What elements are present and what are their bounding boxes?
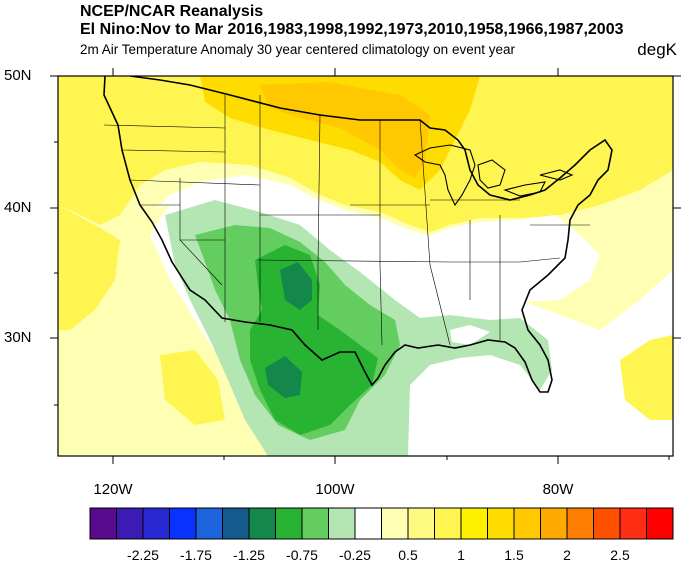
- colorbar-label: 1: [457, 547, 465, 563]
- cool-anomaly-peak-south: [265, 356, 302, 398]
- warm-anomaly-pacific: [160, 350, 225, 425]
- lon-label-80w: 80W: [542, 481, 574, 498]
- lat-label-30n: 30N: [4, 329, 32, 346]
- colorbar-swatch: [566, 507, 594, 540]
- neutral-area: [155, 175, 600, 302]
- colorbar-swatch: [381, 507, 409, 540]
- units-label: degK: [637, 40, 677, 59]
- colorbar-swatch: [328, 507, 356, 540]
- great-lakes: [413, 144, 574, 207]
- colorbar-swatch: [540, 507, 568, 540]
- colorbar-label: -0.75: [286, 547, 318, 563]
- colorbar-swatch: [89, 507, 117, 540]
- colorbar-swatch: [275, 507, 303, 540]
- colorbar-swatch: [142, 507, 170, 540]
- anomaly-field: [58, 76, 673, 456]
- colorbar-swatch: [116, 507, 144, 540]
- colorbar-swatch: [222, 507, 250, 540]
- lat-label-40n: 40N: [4, 199, 32, 216]
- colorbar-swatch: [301, 507, 329, 540]
- colorbar-label: -1.25: [233, 547, 265, 563]
- colorbar-swatch: [169, 507, 197, 540]
- colorbar-label: 1.5: [504, 547, 524, 563]
- map-frame: [57, 75, 674, 457]
- map-title: NCEP/NCAR Reanalysis: [80, 3, 264, 20]
- lon-label-120w: 120W: [93, 481, 133, 498]
- colorbar-swatch: [646, 507, 674, 540]
- colorbar-swatch: [593, 507, 621, 540]
- colorbar-swatch: [434, 507, 462, 540]
- warm-anomaly-coast: [58, 205, 120, 330]
- colorbar-swatch: [460, 507, 488, 540]
- colorbar-label: -2.25: [127, 547, 159, 563]
- state-borders: [103, 95, 590, 346]
- event-years-title: El Nino:Nov to Mar 2016,1983,1998,1992,1…: [80, 21, 624, 38]
- colorbar-swatch: [487, 507, 515, 540]
- colorbar-label: 0.5: [398, 547, 418, 563]
- lon-label-100w: 100W: [315, 481, 355, 498]
- lat-label-50n: 50N: [4, 67, 32, 84]
- warm-anomaly-atlantic: [620, 335, 673, 420]
- variable-description: 2m Air Temperature Anomaly 30 year cente…: [80, 42, 515, 57]
- colorbar: [89, 507, 674, 540]
- warm-anomaly-peak: [260, 82, 430, 178]
- colorbar-label: -0.25: [339, 547, 371, 563]
- colorbar-swatch: [513, 507, 541, 540]
- us-outline: [103, 76, 613, 393]
- axis-ticks: [50, 68, 681, 464]
- coastlines: [103, 76, 613, 393]
- colorbar-swatch: [407, 507, 435, 540]
- colorbar-label: 2.5: [610, 547, 630, 563]
- colorbar-label: -1.75: [180, 547, 212, 563]
- colorbar-label: 2: [563, 547, 571, 563]
- neutral-gulf-patch: [450, 325, 490, 345]
- colorbar-swatch: [619, 507, 647, 540]
- colorbar-swatch: [248, 507, 276, 540]
- cool-anomaly-peak: [280, 262, 312, 310]
- colorbar-swatch: [195, 507, 223, 540]
- colorbar-swatch: [354, 507, 382, 540]
